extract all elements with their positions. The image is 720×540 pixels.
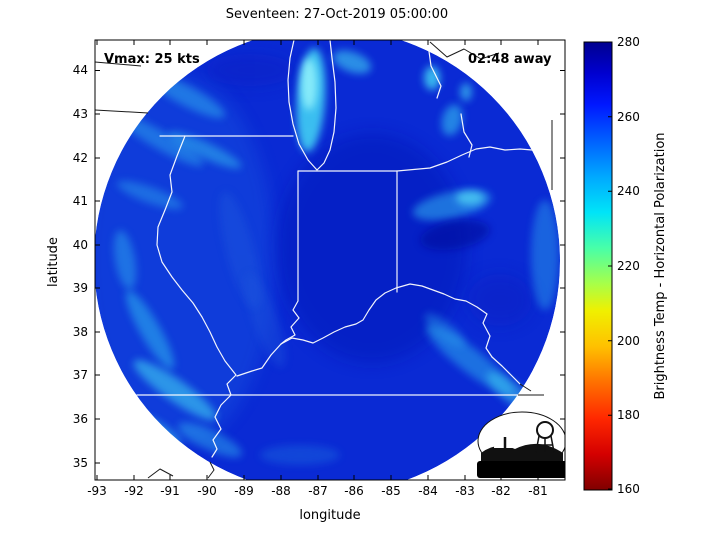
- x-axis-label: longitude: [299, 508, 360, 523]
- x-tick-label: -87: [308, 484, 328, 498]
- border-il-in-wabash: [280, 170, 300, 345]
- border-il-south: [236, 343, 282, 377]
- center-dark-wash: [277, 133, 467, 363]
- nw-cloud-streak-3: [168, 131, 242, 169]
- colorbar-tick-marks: [608, 41, 612, 490]
- nw-cloud-streak-2: [116, 113, 204, 167]
- sw-cloud-streak-4: [177, 422, 243, 458]
- y-tick-label: 41: [73, 194, 88, 208]
- border-ext-mississippi: [207, 461, 215, 479]
- saginaw-bright-spot-2: [441, 104, 463, 136]
- sw-cloud-streak-2: [133, 359, 217, 421]
- border-lake-michigan: [287, 40, 337, 171]
- cimss-logo: C I M S S: [477, 411, 565, 478]
- saginaw-bright-spot-1: [424, 66, 440, 90]
- plot-title: Seventeen: 27-Oct-2019 05:00:00: [226, 7, 448, 22]
- southeast-dark-patch: [468, 274, 532, 326]
- y-axis-label: latitude: [46, 237, 61, 287]
- plot-area: Vmax: 25 kts 02:48 away C I M S S: [95, 40, 565, 480]
- border-mississippi-river: [156, 135, 237, 458]
- logo-text: C I M S S: [486, 464, 558, 477]
- x-tick-label: -88: [271, 484, 291, 498]
- border-ext-nw-1: [95, 61, 142, 67]
- plot-frame: [94, 39, 566, 481]
- x-tick-marks-top: [96, 40, 539, 45]
- colorbar-tick-labels: 280 260 240 220 200 180 160: [617, 35, 640, 496]
- border-ext-ky-va: [519, 383, 532, 392]
- south-light-patch: [260, 445, 340, 465]
- ohio-bright-spot: [456, 191, 484, 205]
- nw-cloud-streak-4: [116, 180, 184, 210]
- logo-tower-tank: [536, 421, 554, 439]
- north-dark-patch: [205, 54, 295, 86]
- logo-tower-legs: [535, 435, 555, 453]
- y-tick-label: 39: [73, 281, 88, 295]
- x-tick-marks-bottom: [96, 475, 539, 480]
- x-tick-label: -92: [124, 484, 144, 498]
- state-borders-black: [95, 41, 553, 479]
- y-tick-label: 35: [73, 456, 88, 470]
- colorbar-tick-label: 220: [617, 259, 640, 273]
- colorbar-tick-label: 280: [617, 35, 640, 49]
- y-tick-marks-right: [560, 70, 565, 464]
- east-edge-light-arc: [531, 200, 559, 310]
- border-ohio-river: [280, 283, 493, 358]
- vmax-annotation: Vmax: 25 kts: [104, 52, 200, 67]
- sw-cloud-streak-1: [125, 290, 175, 370]
- x-tick-label: -85: [381, 484, 401, 498]
- se-cloud-band-3: [424, 313, 466, 347]
- north-cloud-streak: [332, 50, 372, 74]
- x-tick-label: -84: [418, 484, 438, 498]
- x-tick-label: -82: [491, 484, 511, 498]
- x-tick-labels: -93 -92 -91 -90 -89 -88 -87 -86 -85 -84 …: [87, 484, 548, 498]
- y-tick-label: 38: [73, 325, 88, 339]
- logo-hill: [481, 443, 563, 463]
- x-tick-label: -90: [197, 484, 217, 498]
- y-tick-labels: 44 43 42 41 40 39 38 37 36 35: [73, 63, 88, 470]
- west-cloud-streak: [113, 230, 137, 290]
- lake-michigan-bright-core: [301, 58, 317, 110]
- x-tick-label: -86: [344, 484, 364, 498]
- x-tick-label: -83: [455, 484, 475, 498]
- illinois-subtle-streak-2: [244, 272, 286, 368]
- state-borders-white: [136, 40, 533, 458]
- colorbar-label: Brightness Temp - Horizontal Polarizatio…: [653, 132, 668, 399]
- x-tick-label: -81: [528, 484, 548, 498]
- x-tick-label: -89: [234, 484, 254, 498]
- border-ext-sw: [147, 468, 174, 479]
- logo-banner: [477, 461, 565, 478]
- border-ext-ne: [429, 41, 500, 60]
- x-tick-label: -93: [87, 484, 107, 498]
- border-ext-nw-2: [95, 109, 149, 114]
- border-ky-wv: [491, 356, 521, 385]
- colorbar-tick-label: 260: [617, 110, 640, 124]
- border-saginaw: [427, 43, 442, 99]
- eta-annotation: 02:48 away: [468, 52, 552, 67]
- y-tick-label: 37: [73, 368, 88, 382]
- satellite-swath: [95, 40, 560, 480]
- border-oh-mi-erie: [396, 146, 533, 172]
- saginaw-bright-spot-3: [460, 83, 472, 101]
- west-light-wash: [95, 75, 275, 445]
- y-tick-label: 36: [73, 412, 88, 426]
- ohio-dark-patch: [420, 219, 490, 251]
- colorbar-gradient: [584, 42, 612, 490]
- y-tick-label: 44: [73, 63, 88, 77]
- colorbar-tick-label: 200: [617, 334, 640, 348]
- border-stclair: [460, 113, 473, 158]
- logo-water-tower-icon: [535, 421, 555, 453]
- y-tick-label: 42: [73, 151, 88, 165]
- x-tick-label: -91: [160, 484, 180, 498]
- y-tick-label: 40: [73, 238, 88, 252]
- colorbar-tick-label: 160: [617, 482, 640, 496]
- y-tick-label: 43: [73, 107, 88, 121]
- colorbar-tick-label: 180: [617, 408, 640, 422]
- colorbar-tick-label: 240: [617, 184, 640, 198]
- y-tick-marks-left: [95, 70, 100, 464]
